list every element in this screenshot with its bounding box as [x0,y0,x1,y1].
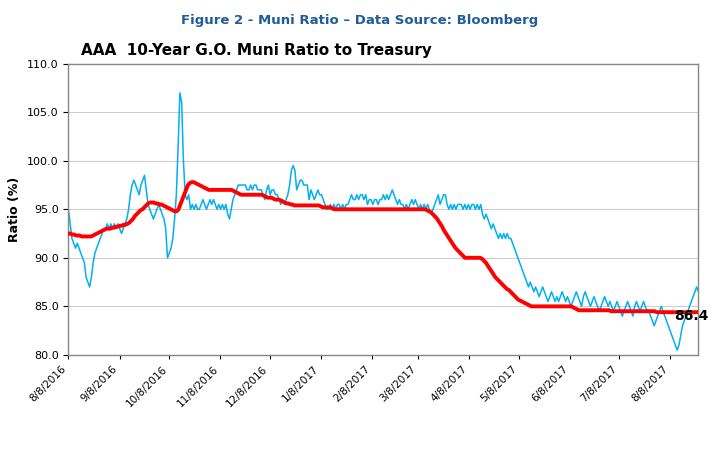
Text: 86.4: 86.4 [674,309,708,323]
Text: AAA  10-Year G.O. Muni Ratio to Treasury: AAA 10-Year G.O. Muni Ratio to Treasury [81,43,432,58]
Text: Figure 2 - Muni Ratio – Data Source: Bloomberg: Figure 2 - Muni Ratio – Data Source: Blo… [181,14,539,27]
Y-axis label: Ratio (%): Ratio (%) [9,177,22,242]
